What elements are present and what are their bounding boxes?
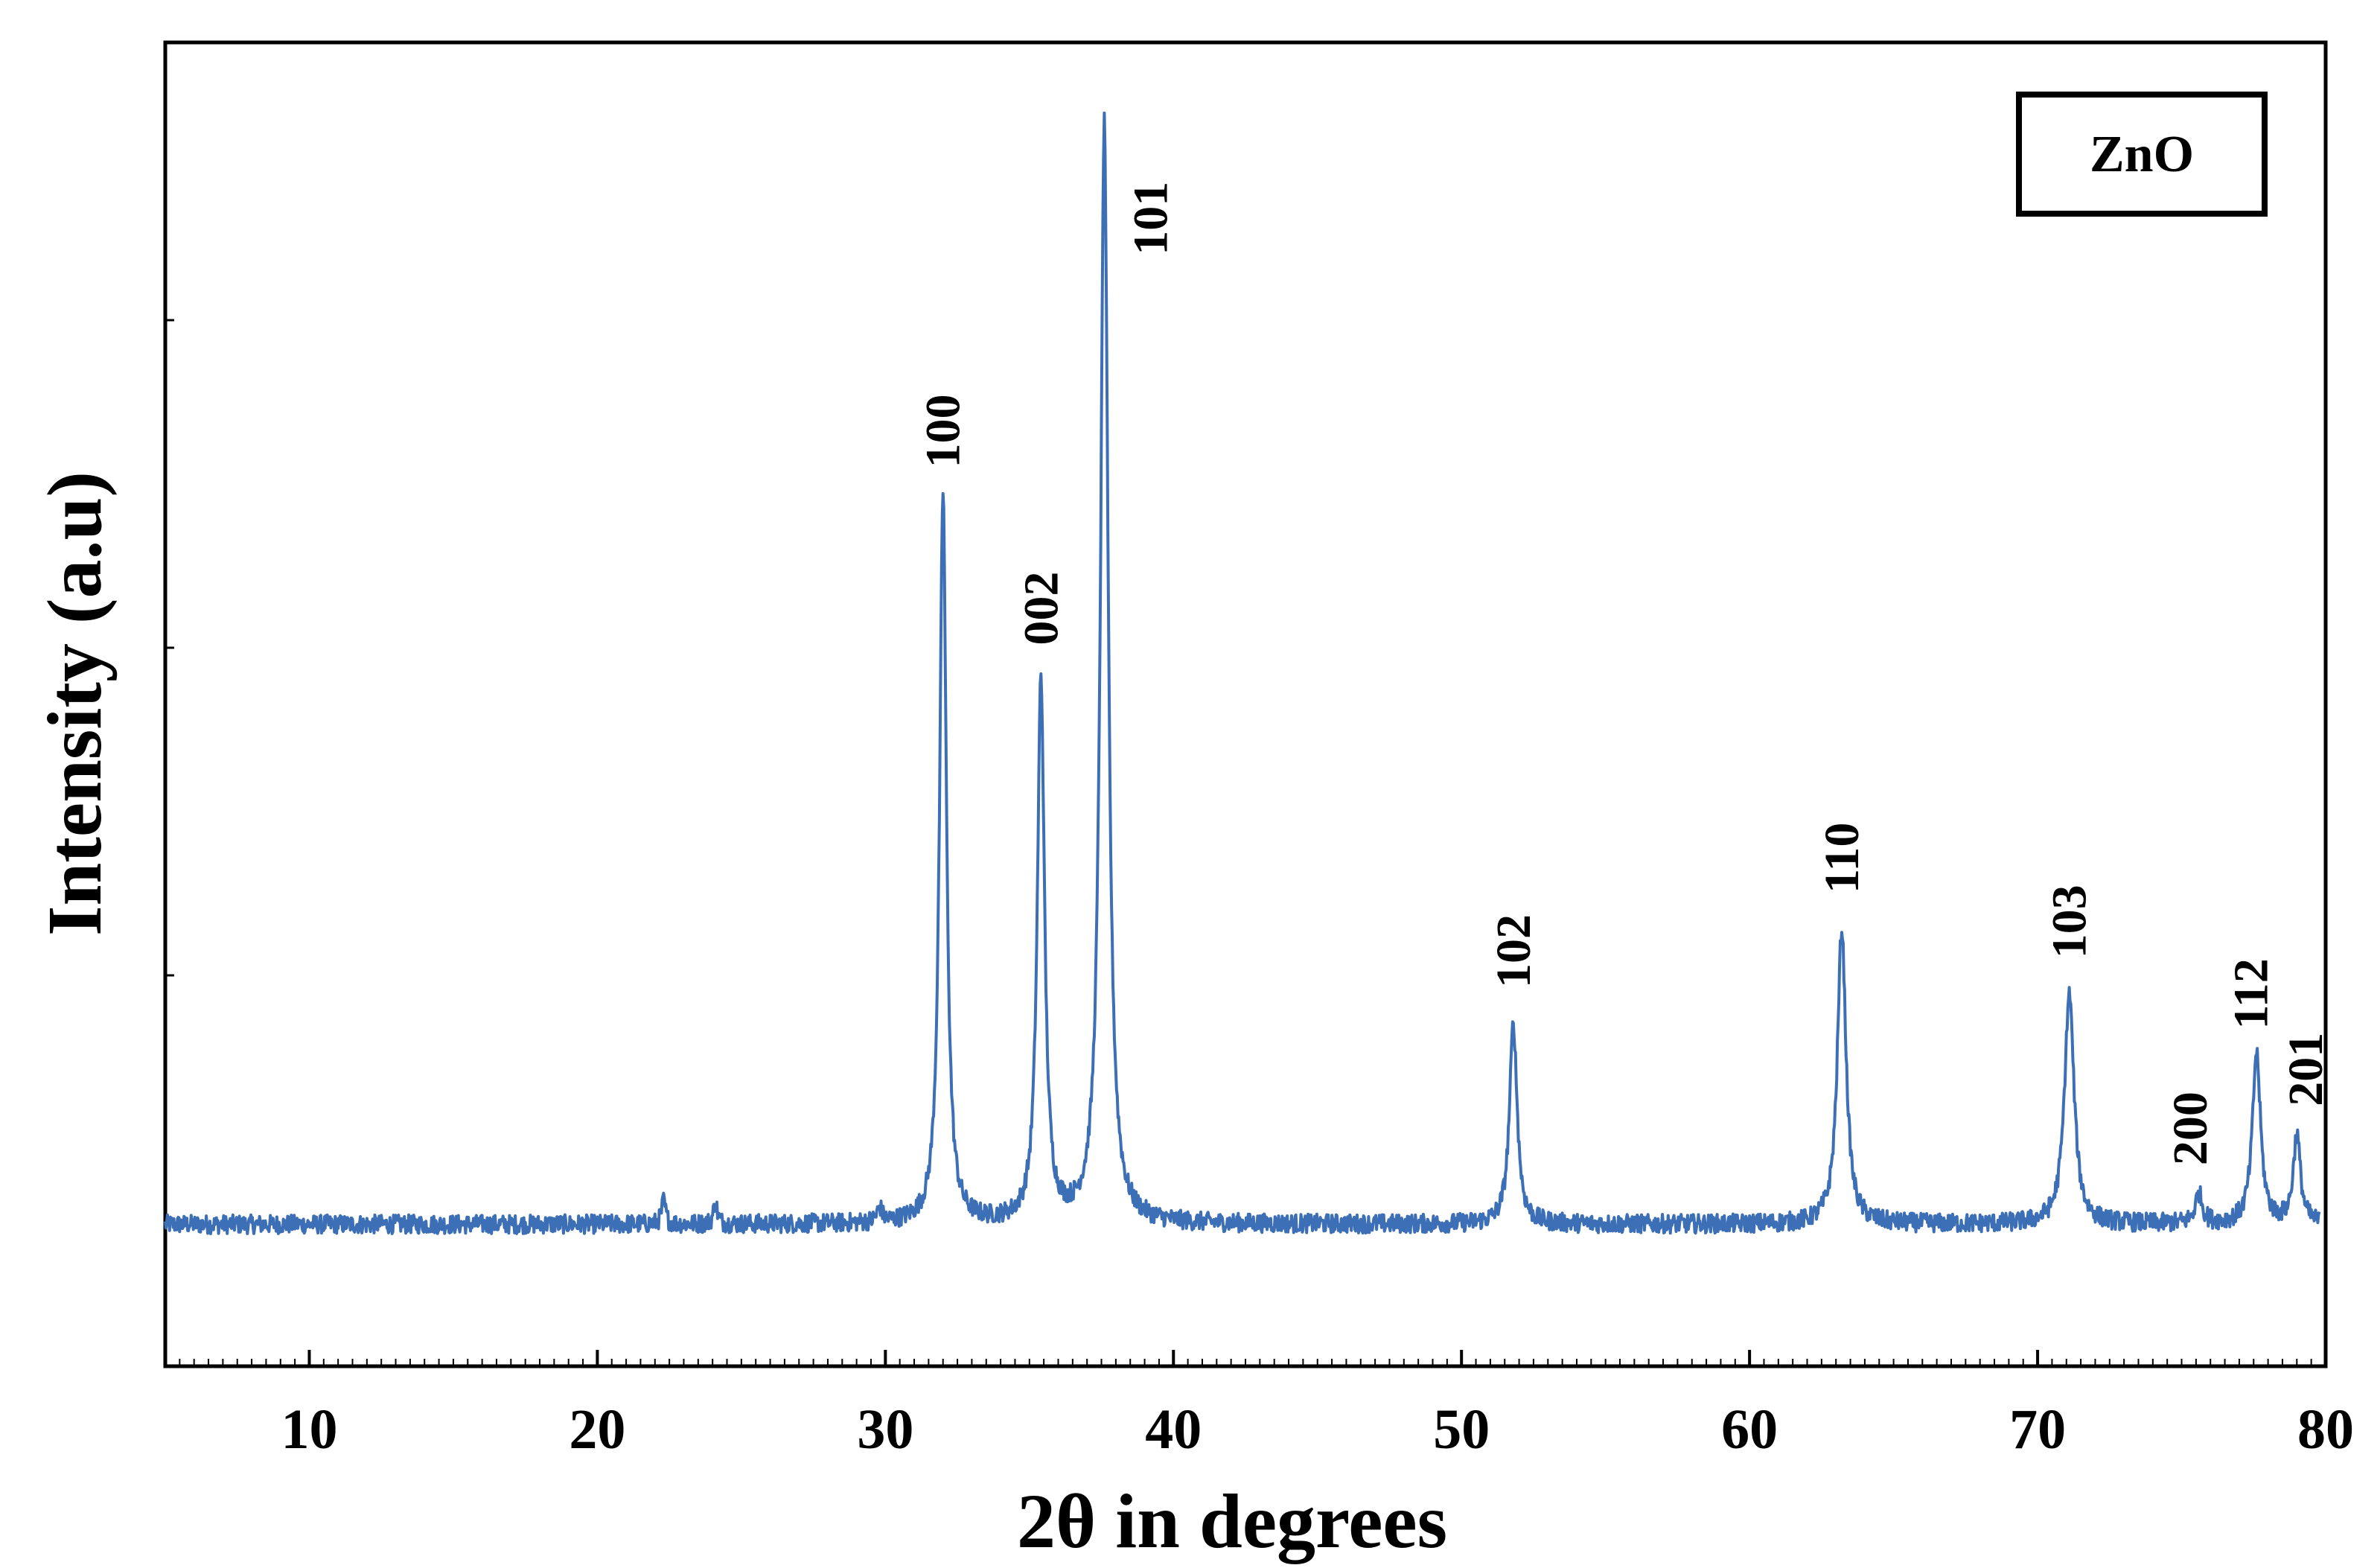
x-tick-label: 40	[1145, 1398, 1202, 1461]
peak-label: 110	[1815, 823, 1869, 893]
x-tick-labels: 10 20 30 40 50 60 70 80	[281, 1398, 2354, 1461]
peak-label: 201	[2279, 1033, 2333, 1106]
y-ticks	[165, 319, 174, 977]
legend-box: ZnO	[2016, 92, 2268, 217]
plot-frame	[163, 40, 2328, 1368]
peak-label: 101	[1123, 182, 1178, 255]
x-tick-label: 80	[2297, 1398, 2354, 1461]
x-major-ticks	[307, 1350, 2327, 1366]
x-tick-label: 20	[569, 1398, 625, 1461]
x-tick-label: 10	[281, 1398, 337, 1461]
peak-label: 103	[2043, 885, 2097, 958]
x-axis-title: 2θ in degrees	[1017, 1479, 1447, 1564]
peak-label: 200	[2163, 1091, 2218, 1165]
x-tick-label: 50	[1433, 1398, 1490, 1461]
x-minor-ticks	[165, 1359, 2326, 1366]
y-axis-title: Intensity (a.u)	[32, 471, 118, 936]
peak-label: 002	[1014, 572, 1068, 646]
peak-label: 102	[1487, 914, 1541, 988]
x-tick-label: 60	[1721, 1398, 1778, 1461]
legend-label: ZnO	[2090, 126, 2194, 183]
peak-label: 100	[916, 395, 971, 468]
x-tick-label: 70	[2009, 1398, 2066, 1461]
x-tick-label: 30	[857, 1398, 913, 1461]
series-line-zno	[164, 111, 2321, 1235]
peak-label: 112	[2224, 958, 2278, 1029]
